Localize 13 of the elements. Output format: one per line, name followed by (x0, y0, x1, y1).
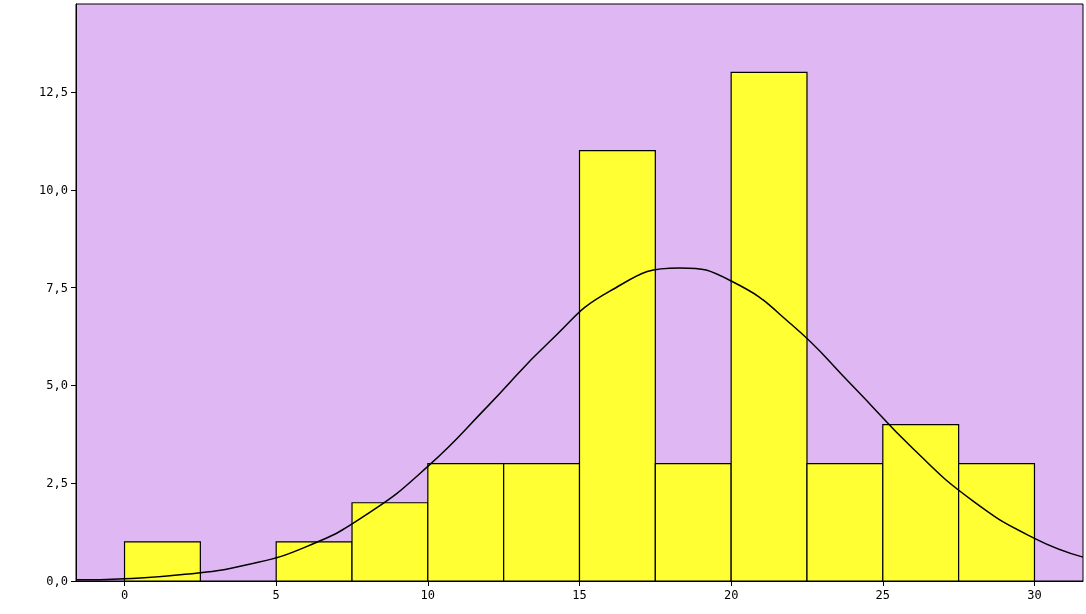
x-tick-label: 30 (1027, 588, 1042, 602)
y-tick-label: 7,5 (46, 280, 68, 295)
x-tick-label: 15 (572, 588, 587, 602)
y-tick-label: 2,5 (46, 476, 68, 491)
x-tick-label: 25 (875, 588, 891, 602)
x-tick-label: 0 (120, 588, 129, 602)
x-tick-label: 20 (723, 588, 739, 602)
x-tick-label: 10 (420, 588, 436, 602)
y-tick-label: 5,0 (46, 378, 68, 393)
y-tick-label: 10,0 (39, 182, 68, 197)
x-tick-label: 5 (272, 588, 280, 602)
y-tick-label: 0,0 (46, 574, 68, 588)
y-tick-label: 12,5 (39, 85, 68, 100)
